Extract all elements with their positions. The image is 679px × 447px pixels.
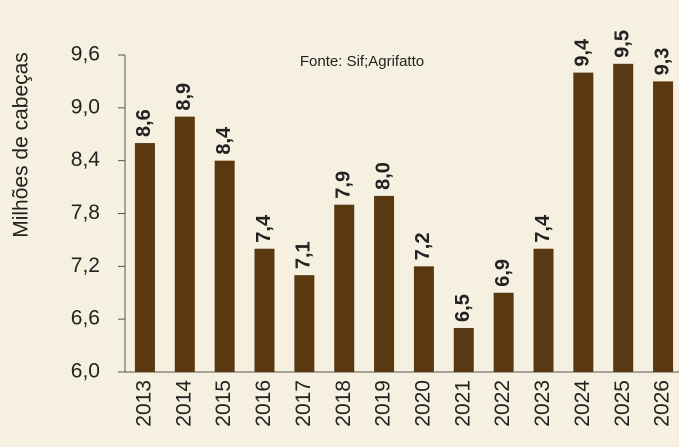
y-tick-label: 6,6 (71, 307, 100, 330)
bar (174, 116, 195, 372)
bar (453, 327, 474, 372)
x-tick-label: 2017 (292, 380, 315, 427)
data-label: 9,4 (572, 38, 594, 67)
bar (653, 81, 674, 373)
x-tick-label: 2016 (252, 380, 275, 427)
data-label: 8,6 (133, 109, 155, 137)
annotation: Fonte: Sif;Agrifatto (300, 53, 424, 70)
data-label: 7,1 (293, 241, 315, 269)
bar (413, 266, 434, 372)
x-tick-label: 2026 (651, 380, 674, 427)
bar (254, 248, 275, 372)
bar (294, 275, 315, 372)
y-tick-label: 7,8 (71, 201, 100, 224)
bar (613, 63, 634, 373)
y-tick-label: 8,4 (71, 148, 101, 171)
data-label: 7,2 (412, 233, 434, 261)
bar (493, 292, 514, 372)
data-label: 8,4 (213, 126, 235, 155)
y-tick-label: 9,0 (71, 95, 100, 118)
x-tick-label: 2021 (451, 380, 474, 427)
data-label: 9,3 (651, 48, 673, 76)
bar (334, 204, 355, 372)
x-tick-label: 2015 (212, 380, 235, 427)
data-label: 8,9 (173, 83, 195, 111)
y-tick-label: 9,6 (71, 43, 100, 66)
bar (533, 248, 554, 372)
x-tick-label: 2025 (611, 380, 634, 427)
x-tick-label: 2024 (571, 380, 594, 427)
bar (374, 195, 395, 372)
data-label: 8,0 (372, 162, 394, 190)
bar (214, 160, 235, 372)
data-label: 7,4 (532, 214, 554, 243)
bar (134, 143, 155, 372)
x-tick-label: 2018 (332, 380, 355, 427)
x-tick-label: 2014 (172, 380, 195, 427)
x-tick-label: 2023 (531, 380, 554, 427)
x-tick-label: 2020 (411, 380, 434, 427)
x-tick-label: 2013 (132, 380, 155, 427)
data-label: 6,9 (492, 259, 514, 287)
bar (573, 72, 594, 372)
x-tick-label: 2019 (372, 380, 395, 427)
x-tick-label: 2022 (491, 380, 514, 427)
y-axis-label: Milhões de cabeças (10, 52, 33, 238)
y-tick-label: 7,2 (71, 254, 100, 277)
data-label: 7,4 (253, 214, 275, 243)
data-label: 6,5 (452, 294, 474, 322)
data-label: 9,5 (611, 30, 633, 58)
y-tick-label: 6,0 (71, 360, 100, 383)
data-label: 7,9 (332, 171, 354, 199)
